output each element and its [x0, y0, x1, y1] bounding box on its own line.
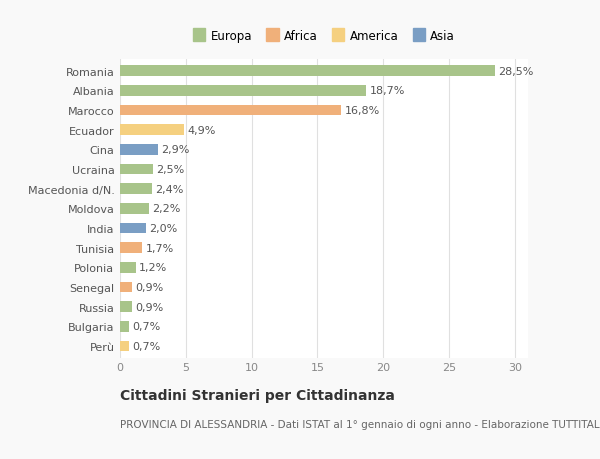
Bar	[120, 302, 132, 313]
Text: 28,5%: 28,5%	[499, 67, 534, 77]
Bar	[120, 86, 366, 96]
Bar	[120, 164, 153, 175]
Text: 0,9%: 0,9%	[135, 282, 163, 292]
Bar	[120, 321, 129, 332]
Bar	[120, 263, 136, 273]
Legend: Europa, Africa, America, Asia: Europa, Africa, America, Asia	[190, 27, 458, 47]
Bar	[120, 223, 146, 234]
Text: 2,2%: 2,2%	[152, 204, 181, 214]
Bar	[120, 203, 149, 214]
Bar	[120, 282, 132, 293]
Bar	[120, 184, 152, 195]
Text: 2,4%: 2,4%	[155, 184, 183, 194]
Bar	[120, 145, 158, 155]
Text: 4,9%: 4,9%	[188, 125, 216, 135]
Text: 1,2%: 1,2%	[139, 263, 167, 273]
Text: Cittadini Stranieri per Cittadinanza: Cittadini Stranieri per Cittadinanza	[120, 388, 395, 403]
Text: 16,8%: 16,8%	[344, 106, 380, 116]
Bar	[120, 105, 341, 116]
Bar	[120, 66, 495, 77]
Text: 0,7%: 0,7%	[133, 322, 161, 331]
Text: 18,7%: 18,7%	[370, 86, 405, 96]
Text: 2,0%: 2,0%	[149, 224, 178, 234]
Text: 1,7%: 1,7%	[146, 243, 174, 253]
Text: 2,5%: 2,5%	[156, 165, 184, 174]
Text: 0,7%: 0,7%	[133, 341, 161, 351]
Text: PROVINCIA DI ALESSANDRIA - Dati ISTAT al 1° gennaio di ogni anno - Elaborazione : PROVINCIA DI ALESSANDRIA - Dati ISTAT al…	[120, 419, 600, 429]
Bar	[120, 243, 142, 253]
Bar	[120, 341, 129, 352]
Bar	[120, 125, 184, 136]
Text: 2,9%: 2,9%	[161, 145, 190, 155]
Text: 0,9%: 0,9%	[135, 302, 163, 312]
